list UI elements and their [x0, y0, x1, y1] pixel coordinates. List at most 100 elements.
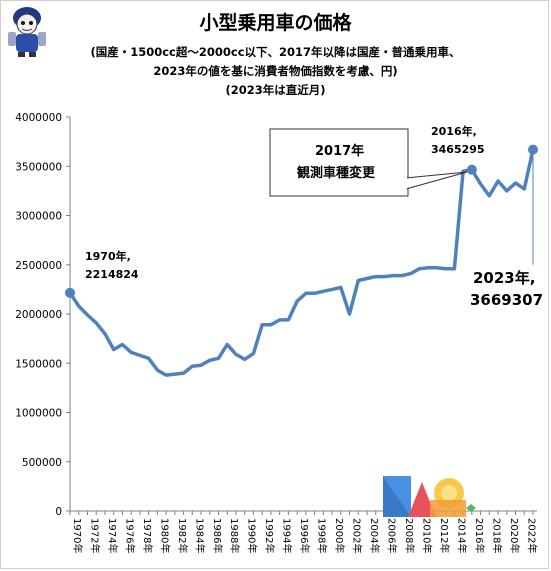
data-point — [375, 275, 377, 277]
x-tick-label: 2000年 — [333, 518, 346, 553]
y-tick-label: 2500000 — [15, 260, 62, 272]
data-point — [200, 364, 202, 366]
callout-line-2: 観測車種変更 — [296, 165, 376, 181]
data-point — [139, 354, 141, 356]
data-point — [112, 348, 114, 350]
logo-icon — [383, 476, 476, 517]
data-point — [506, 190, 508, 192]
data-point — [252, 352, 254, 354]
data-point — [86, 314, 88, 316]
annotation-2016-value: 3465295 — [431, 143, 485, 156]
data-point — [340, 286, 342, 288]
x-tick-label: 1978年 — [141, 518, 154, 553]
x-tick-label: 2016年 — [473, 518, 486, 553]
data-point — [322, 290, 324, 292]
data-point — [514, 182, 516, 184]
data-point — [217, 357, 219, 359]
chart-title: 小型乗用車の価格 — [199, 12, 352, 34]
data-point — [453, 267, 455, 269]
data-point — [278, 319, 280, 321]
data-point — [383, 275, 385, 277]
y-tick-label: 2000000 — [15, 309, 62, 321]
data-point — [427, 267, 429, 269]
x-tick-label: 2008年 — [403, 518, 416, 553]
x-tick-label: 1996年 — [298, 518, 311, 553]
data-point — [226, 343, 228, 345]
callout-line-1: 2017年 — [315, 143, 364, 159]
x-tick-label: 2018年 — [490, 518, 503, 553]
data-point — [392, 274, 394, 276]
data-point — [270, 324, 272, 326]
data-point — [305, 292, 307, 294]
data-point — [130, 351, 132, 353]
data-point — [444, 267, 446, 269]
x-tick-label: 1992年 — [263, 518, 276, 553]
x-tick-label: 1982年 — [176, 518, 189, 553]
x-tick-label: 1986年 — [211, 518, 224, 553]
data-point — [78, 305, 80, 307]
data-point — [174, 373, 176, 375]
y-tick-label: 1000000 — [15, 408, 62, 420]
data-point — [156, 369, 158, 371]
x-tick-label: 2012年 — [438, 518, 451, 553]
data-point — [235, 353, 237, 355]
x-tick-label: 2004年 — [368, 518, 381, 553]
x-tick-label: 1980年 — [158, 518, 171, 553]
data-point — [287, 319, 289, 321]
annotation-1970-value: 2214824 — [85, 268, 139, 281]
highlight-marker — [466, 164, 477, 175]
data-point — [182, 372, 184, 374]
data-point — [147, 357, 149, 359]
data-point — [296, 300, 298, 302]
y-tick-label: 3000000 — [15, 211, 62, 223]
data-point — [244, 358, 246, 360]
data-point — [488, 195, 490, 197]
x-tick-label: 2002年 — [351, 518, 364, 553]
annotation-1970-year: 1970年, — [85, 249, 131, 263]
y-tick-label: 1500000 — [15, 358, 62, 370]
annotation-2023-value: 3669307 — [470, 291, 543, 309]
x-tick-label: 2022年 — [525, 518, 538, 553]
y-tick-label: 3500000 — [15, 161, 62, 173]
data-point — [366, 277, 368, 279]
x-tick-label: 1998年 — [316, 518, 329, 553]
data-point — [436, 267, 438, 269]
data-point — [409, 272, 411, 274]
chart-subtitle-line-2: 2023年の値を基に消費者物価指数を考慮、円) — [153, 64, 398, 78]
data-point — [523, 188, 525, 190]
x-tick-label: 2010年 — [420, 518, 433, 553]
chart-subtitle-line-3: (2023年は直近月) — [225, 83, 326, 97]
data-point — [313, 292, 315, 294]
y-tick-label: 0 — [55, 506, 62, 518]
annotation-2016-year: 2016年, — [431, 124, 477, 138]
chart-subtitle-line-1: (国産・1500cc超～2000cc以下、2017年以降は国産・普通乗用車、 — [90, 45, 461, 59]
data-point — [95, 322, 97, 324]
y-tick-label: 500000 — [22, 457, 62, 469]
x-tick-label: 1970年 — [71, 518, 84, 553]
callout-box — [269, 128, 468, 197]
x-tick-label: 2020年 — [508, 518, 521, 553]
data-point — [121, 343, 123, 345]
x-tick-label: 1988年 — [228, 518, 241, 553]
x-tick-label: 1974年 — [106, 518, 119, 553]
data-point — [261, 324, 263, 326]
data-point — [418, 267, 420, 269]
data-point — [401, 274, 403, 276]
x-tick-label: 1972年 — [88, 518, 101, 553]
data-point — [209, 359, 211, 361]
data-point — [357, 279, 359, 281]
x-tick-label: 1976年 — [123, 518, 136, 553]
x-tick-label: 2006年 — [385, 518, 398, 553]
mascot-icon — [8, 7, 46, 57]
highlight-marker — [65, 287, 75, 298]
x-tick-label: 2014年 — [455, 518, 468, 553]
annotation-2023-year: 2023年, — [473, 269, 535, 287]
x-tick-label: 1984年 — [193, 518, 206, 553]
data-point — [165, 374, 167, 376]
data-point — [497, 180, 499, 182]
data-point — [191, 365, 193, 367]
data-point — [479, 183, 481, 185]
y-tick-label: 4000000 — [15, 112, 62, 124]
